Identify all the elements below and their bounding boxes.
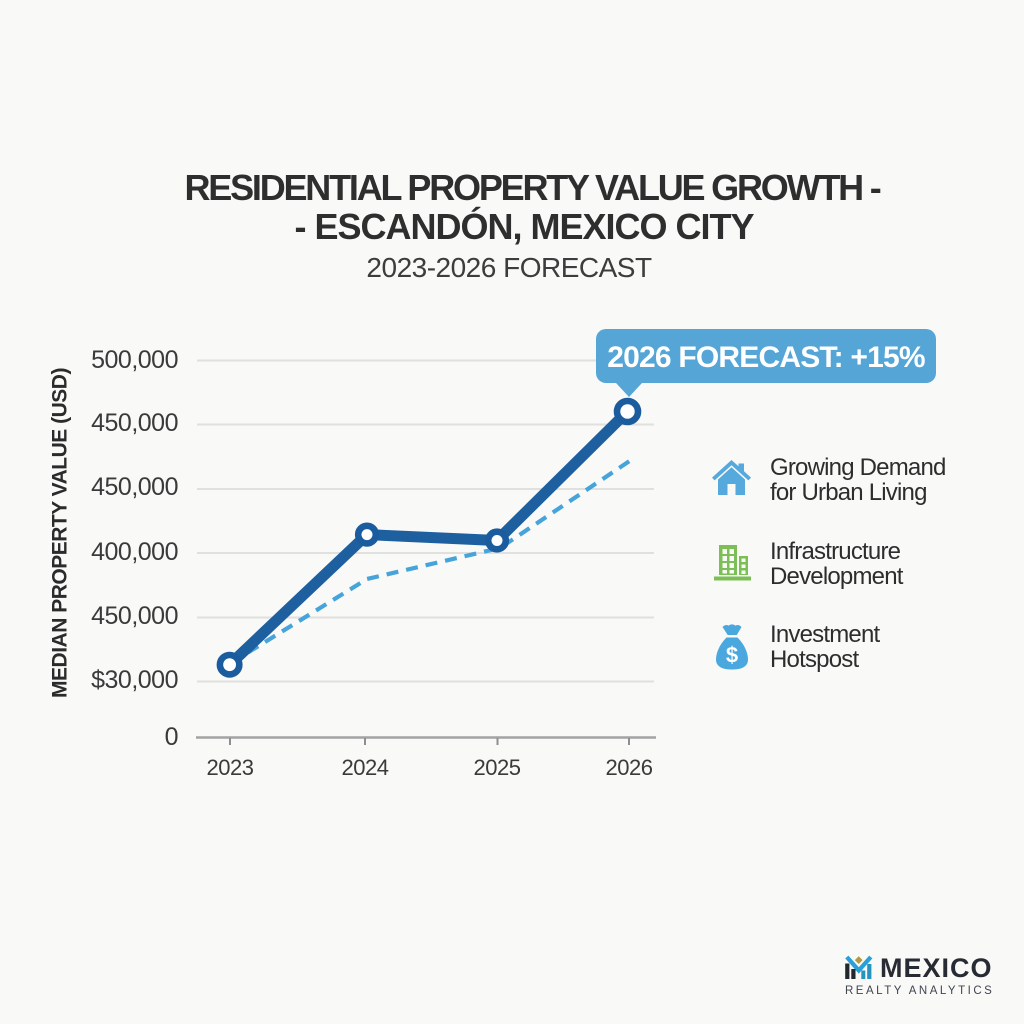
svg-text:2026 FORECAST: +15%: 2026 FORECAST: +15% (607, 341, 925, 374)
svg-text:$: $ (726, 643, 738, 668)
